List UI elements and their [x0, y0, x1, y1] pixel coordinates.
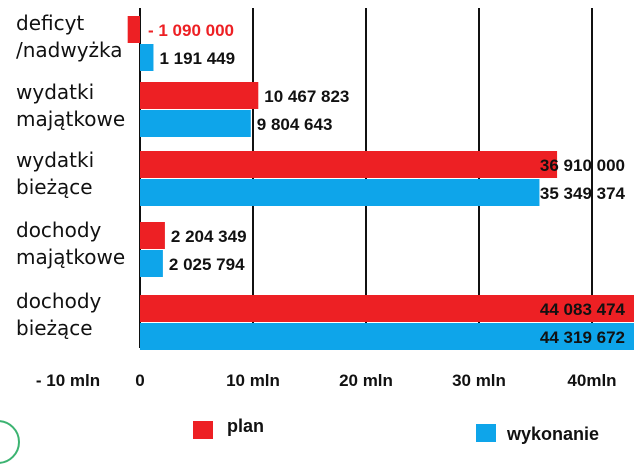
bar-plan-0 [127, 16, 140, 43]
bar-plan-2 [140, 151, 558, 178]
chart-canvas: - 10 mln 0 10 mln 20 mln 30 mln 40mln - 1 090 … [36, 8, 634, 390]
bar-wykonanie-1 [140, 110, 251, 137]
value-label-wykonanie-4: 44 319 672 [540, 328, 625, 347]
legend-label-plan: plan [227, 416, 265, 436]
legend-label-wykonanie: wykonanie [507, 424, 600, 444]
value-label-wykonanie-0: 1 191 449 [159, 49, 235, 68]
value-label-plan-1: 10 467 823 [264, 87, 349, 106]
category-label-wydatki-biezace: wydatki bieżące [16, 148, 95, 199]
bar-wykonanie-2 [140, 179, 540, 206]
bar-plan-4 [140, 295, 634, 322]
value-label-wykonanie-2: 35 349 374 [540, 184, 626, 203]
x-tick-label: - 10 mln [36, 371, 100, 390]
category-label-wydatki-majatkowe: wydatki majątkowe [16, 80, 126, 131]
category-label-dochody-biezace: dochody bieżące [16, 289, 102, 340]
category-label-deficyt: deficyt /nadwyżka [16, 11, 123, 62]
budget-chart: - 10 mln 0 10 mln 20 mln 30 mln 40mln - 1 090 … [0, 8, 634, 464]
value-label-wykonanie-3: 2 025 794 [169, 255, 245, 274]
x-tick-label: 10 mln [226, 371, 280, 390]
legend-swatch-wykonanie [476, 424, 496, 442]
value-label-plan-4: 44 083 474 [540, 300, 626, 319]
bar-wykonanie-4 [140, 323, 634, 350]
value-label-plan-3: 2 204 349 [171, 227, 247, 246]
x-tick-label: 40mln [567, 371, 616, 390]
legend-swatch-plan [193, 421, 213, 439]
value-label-wykonanie-1: 9 804 643 [257, 115, 333, 134]
value-label-plan-0: - 1 090 000 [148, 21, 234, 40]
x-tick-label: 30 mln [452, 371, 506, 390]
x-tick-label: 0 [135, 371, 144, 390]
bar-wykonanie-3 [140, 250, 163, 277]
bar-wykonanie-0 [140, 44, 154, 71]
bar-plan-3 [140, 222, 165, 249]
x-tick-label: 20 mln [339, 371, 393, 390]
bar-plan-1 [140, 82, 259, 109]
category-label-dochody-majatkowe: dochody majątkowe [16, 218, 126, 269]
value-label-plan-2: 36 910 000 [540, 156, 625, 175]
